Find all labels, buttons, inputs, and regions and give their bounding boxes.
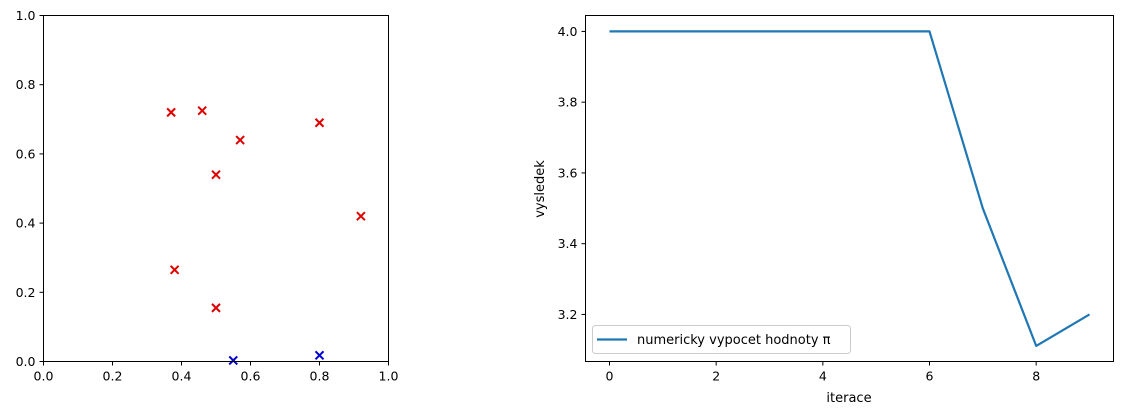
legend: numericky vypocet hodnoty π	[592, 325, 851, 354]
line-x-tick-label: 4	[819, 369, 827, 384]
scatter-x-tick-label: 0.6	[241, 369, 261, 384]
pi-estimate-line	[609, 30, 1091, 347]
line-y-tick-label: 3.2	[558, 307, 578, 322]
scatter-y-tick-label: 1.0	[16, 8, 36, 23]
scatter-x-tick-label: 0.8	[310, 369, 330, 384]
line-x-tick-label: 6	[926, 369, 934, 384]
scatter-point	[314, 350, 325, 360]
scatter-y-tick-label: 0.0	[16, 354, 36, 369]
scatter-y-tick-label: 0.4	[16, 216, 36, 231]
line-y-tick-label: 3.4	[558, 236, 578, 251]
line-x-tick-label: 8	[1032, 369, 1040, 384]
scatter-point	[228, 355, 238, 366]
scatter-x-axis: 0.0 0.2 0.4 0.6 0.8 1.0	[34, 361, 399, 384]
legend-label: numericky vypocet hodnoty π	[637, 333, 831, 348]
scatter-y-tick-label: 0.8	[16, 77, 36, 92]
line-panel: 0 2 4 6 8 3.2 3.4 3.6 3.8 4.0 iterace vysledek n…	[533, 15, 1114, 406]
scatter-x-tick-label: 0.0	[34, 369, 54, 384]
scatter-point	[235, 135, 245, 145]
scatter-x-tick-label: 0.2	[103, 369, 123, 384]
scatter-point	[314, 118, 325, 128]
scatter-x-tick-label: 0.4	[172, 369, 192, 384]
y-axis-label: vysledek	[533, 160, 548, 218]
scatter-point	[211, 169, 221, 180]
scatter-point	[211, 303, 221, 313]
scatter-x-tick-label: 1.0	[379, 369, 399, 384]
scatter-panel: 0.0 0.2 0.4 0.6 0.8 1.0 0.0 0.2 0.4 0.6 0.8 1.0	[16, 8, 399, 384]
line-y-tick-label: 4.0	[558, 24, 578, 39]
line-x-tick-label: 2	[712, 369, 720, 384]
scatter-point	[169, 265, 180, 275]
scatter-point	[356, 211, 366, 221]
line-axes-frame	[585, 15, 1114, 362]
x-axis-label: iterace	[826, 391, 871, 406]
line-y-tick-label: 3.8	[558, 95, 578, 110]
scatter-y-tick-label: 0.6	[16, 146, 36, 161]
scatter-y-axis: 0.0 0.2 0.4 0.6 0.8 1.0	[16, 8, 44, 369]
scatter-markers	[166, 105, 366, 366]
scatter-axes-frame	[43, 15, 389, 362]
line-y-axis: 3.2 3.4 3.6 3.8 4.0	[558, 24, 586, 322]
legend-box	[592, 325, 851, 354]
line-y-tick-label: 3.6	[558, 165, 578, 180]
line-x-tick-label: 0	[606, 369, 614, 384]
scatter-point	[166, 107, 176, 118]
line-x-axis: 0 2 4 6 8	[606, 361, 1040, 384]
scatter-point	[197, 105, 207, 116]
scatter-y-tick-label: 0.2	[16, 285, 36, 300]
